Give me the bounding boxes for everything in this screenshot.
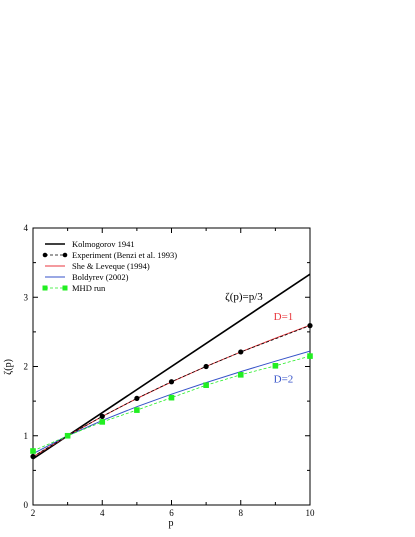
data-point-experiment-benzi-et-al-1993 [134, 395, 140, 401]
legend-label: MHD run [72, 283, 106, 293]
data-point-mhd-run [272, 363, 279, 369]
data-point-mhd-run [64, 432, 71, 439]
series-line-boldyrev-2002 [32, 350, 311, 455]
x-tick-label: 6 [169, 508, 174, 518]
y-tick-label: 3 [24, 292, 29, 302]
data-point-mhd-run [30, 448, 36, 454]
data-point-experiment-benzi-et-al-1993 [99, 413, 105, 419]
y-tick-label: 4 [24, 223, 29, 233]
chart-annotation: D=1 [274, 311, 294, 323]
x-tick-label: 8 [239, 508, 244, 518]
series-line-she-leveque-1994 [32, 324, 311, 458]
legend-label: She & Leveque (1994) [72, 261, 150, 271]
data-point-experiment-benzi-et-al-1993 [168, 379, 175, 385]
y-tick-label: 2 [24, 362, 29, 372]
legend-label: Experiment (Benzi et al. 1993) [72, 250, 177, 260]
data-point-mhd-run [99, 419, 106, 425]
legend-marker [42, 252, 48, 258]
data-point-mhd-run [203, 382, 209, 388]
legend-label: Kolmogorov 1941 [72, 239, 135, 249]
series-line-mhd-run [32, 355, 311, 452]
data-point-mhd-run [237, 372, 244, 378]
data-point-mhd-run [307, 353, 313, 359]
data-point-experiment-benzi-et-al-1993 [203, 363, 209, 370]
y-tick-label: 0 [24, 500, 29, 510]
legend-marker [62, 252, 68, 258]
x-tick-label: 2 [31, 508, 36, 518]
data-point-mhd-run [168, 394, 175, 401]
series-line-experiment-benzi-et-al-1993 [32, 325, 311, 457]
legend-marker [62, 285, 68, 291]
data-point-experiment-benzi-et-al-1993 [238, 349, 244, 355]
data-point-mhd-run [134, 407, 140, 413]
data-point-experiment-benzi-et-al-1993 [307, 323, 313, 329]
series-line-kolmogorov-1941 [32, 273, 311, 460]
chart-annotation: ζ(p)=p/3 [225, 291, 263, 303]
y-tick-label: 1 [24, 431, 29, 441]
data-point-experiment-benzi-et-al-1993 [30, 453, 36, 460]
legend-marker [42, 285, 48, 291]
chart-annotation: D=2 [274, 373, 294, 385]
x-tick-label: 10 [306, 508, 316, 518]
x-axis-label: p [169, 518, 174, 529]
legend-label: Boldyrev (2002) [72, 272, 129, 282]
x-tick-label: 4 [100, 508, 105, 518]
y-axis-label: ζ(p) [3, 359, 14, 375]
